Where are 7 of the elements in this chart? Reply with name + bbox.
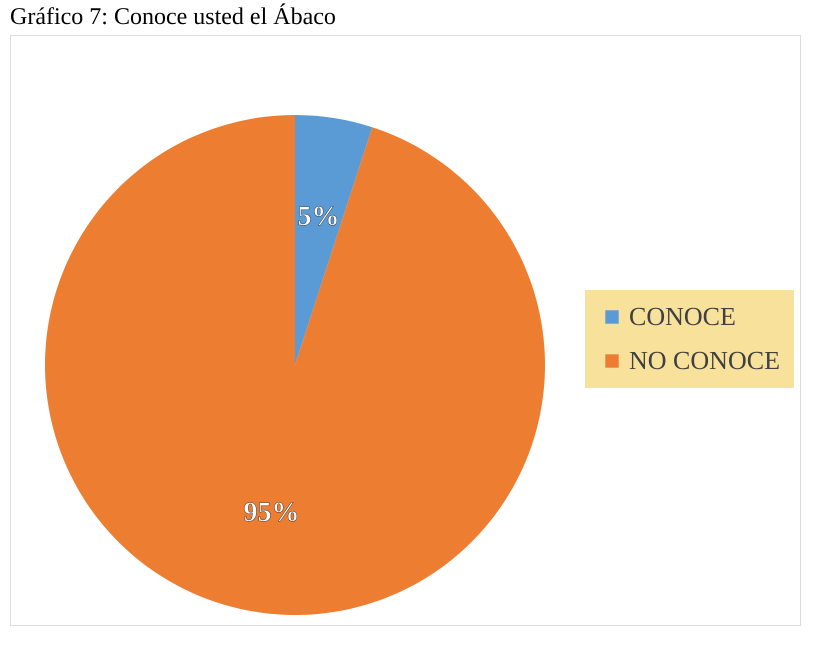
data-label: 95% (244, 497, 300, 528)
legend-label: NO CONOCE (629, 346, 780, 375)
legend-label: CONOCE (629, 302, 736, 331)
pie-slice (45, 115, 545, 615)
pie-slice (295, 115, 372, 365)
chart-title: Gráfico 7: Conoce usted el Ábaco (10, 3, 336, 30)
data-label: 5% (297, 200, 340, 232)
